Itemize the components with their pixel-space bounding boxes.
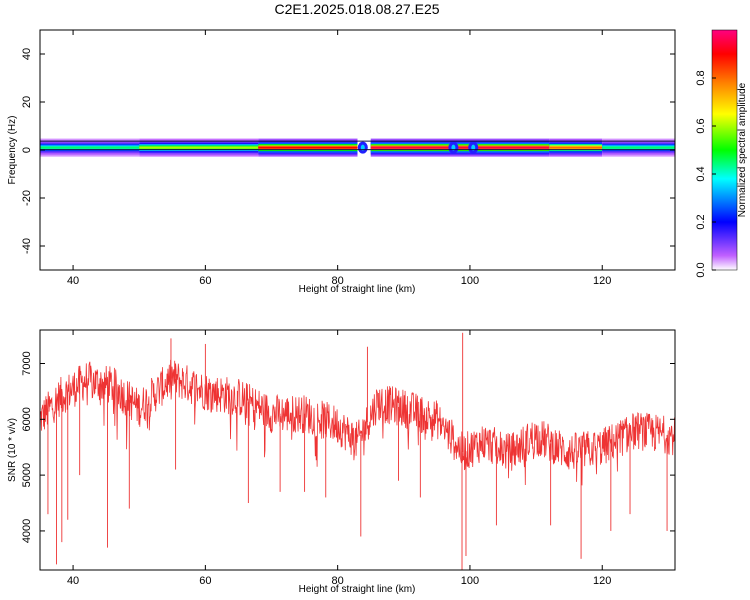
snr-spikes — [47, 332, 668, 570]
colorbar-gradient — [711, 29, 738, 271]
snr-x-ticks: 40 60 80 100 120 — [67, 330, 611, 587]
spectrogram-panel: 40 60 80 100 120 -40 -20 0 20 40 Height of strai… — [7, 29, 676, 295]
spectrogram-y-tick-label: 0 — [21, 147, 33, 153]
colorbar-tick-label: 0.4 — [695, 166, 707, 181]
snr-y-tick-label: 6000 — [21, 407, 33, 431]
colorbar: 0.0 0.2 0.4 0.6 0.8 Normalized spectral ampl… — [695, 29, 748, 278]
snr-frame — [39, 329, 676, 571]
spectrogram-y-axis-label: Frequency (Hz) — [7, 116, 18, 185]
spectrogram-x-axis-label: Height of straight line (km) — [299, 284, 416, 295]
colorbar-ticks: 0.0 0.2 0.4 0.6 0.8 — [695, 70, 716, 278]
colorbar-tick-label: 0.0 — [695, 262, 707, 277]
spectrogram-cell — [258, 146, 358, 149]
spectrogram-x-ticks: 40 60 80 100 120 — [67, 30, 611, 287]
snr-x-tick-label: 100 — [461, 575, 479, 587]
spectrogram-x-tick-label: 40 — [67, 275, 79, 287]
colorbar-tick-label: 0.8 — [695, 70, 707, 85]
colorbar-tick-label: 0.6 — [695, 118, 707, 133]
spectrogram-x-tick-label: 120 — [593, 275, 611, 287]
spectrogram-cell — [370, 146, 550, 149]
snr-x-tick-label: 120 — [593, 575, 611, 587]
spectrogram-y-ticks: -40 -20 0 20 40 — [21, 48, 675, 254]
snr-y-tick-label: 4000 — [21, 519, 33, 543]
colorbar-label: Normalized spectral amplitude — [737, 82, 748, 217]
spectrogram-y-tick-label: 20 — [21, 96, 33, 108]
snr-y-ticks: 4000 5000 6000 7000 — [21, 351, 675, 543]
snr-y-axis-label: SNR (10 * v/v) — [7, 418, 18, 482]
snr-x-axis-label: Height of straight line (km) — [299, 584, 416, 595]
snr-panel: 40 60 80 100 120 4000 5000 6000 7000 Height of … — [7, 329, 676, 595]
spectrogram-cell — [602, 146, 675, 149]
figure-title: C2E1.2025.018.08.27.E25 — [274, 1, 439, 17]
snr-x-tick-label: 60 — [199, 575, 211, 587]
spectrogram-cell — [549, 146, 603, 149]
spectrogram-y-tick-label: -20 — [21, 190, 33, 206]
spectrogram-cell — [40, 146, 140, 149]
spectrogram-y-tick-label: -40 — [21, 238, 33, 254]
snr-y-tick-label: 7000 — [21, 351, 33, 375]
snr-series-line — [40, 359, 675, 486]
colorbar-tick-label: 0.2 — [695, 214, 707, 229]
snr-x-tick-label: 80 — [332, 575, 344, 587]
spectrogram-x-tick-label: 80 — [332, 275, 344, 287]
spectrogram-x-tick-label: 100 — [461, 275, 479, 287]
snr-x-tick-label: 40 — [67, 575, 79, 587]
spectrogram-y-tick-label: 40 — [21, 48, 33, 60]
spectrogram-band — [40, 138, 675, 157]
spectrogram-x-tick-label: 60 — [199, 275, 211, 287]
spectrogram-cell — [139, 146, 259, 149]
snr-y-tick-label: 5000 — [21, 463, 33, 487]
